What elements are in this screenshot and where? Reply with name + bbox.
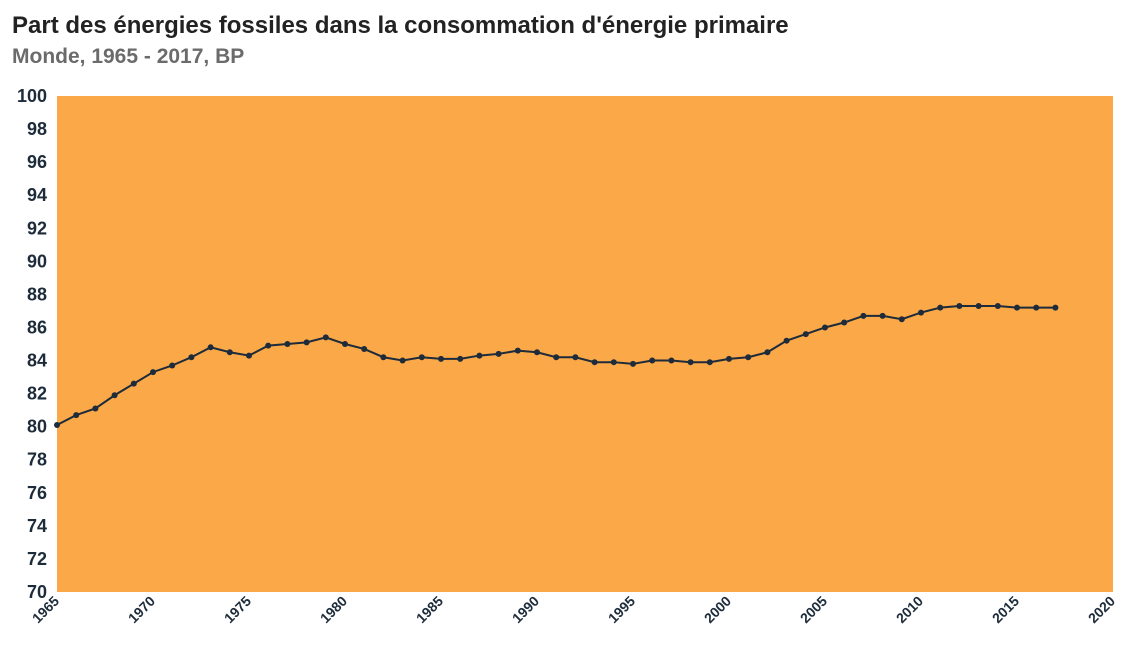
data-point — [284, 341, 291, 347]
data-point — [956, 302, 963, 309]
data-point — [54, 422, 60, 429]
y-tick-label: 96 — [27, 152, 47, 172]
data-point — [553, 354, 560, 361]
data-point — [802, 331, 809, 338]
data-point — [457, 355, 464, 362]
data-point — [706, 359, 713, 366]
data-point — [169, 362, 176, 369]
y-tick-label: 100 — [17, 86, 47, 106]
data-point — [937, 304, 944, 311]
data-point — [438, 355, 444, 362]
data-point — [764, 349, 771, 356]
data-point — [841, 319, 848, 326]
data-point — [73, 412, 80, 419]
y-tick-label: 80 — [27, 417, 47, 437]
y-tick-label: 78 — [27, 450, 47, 470]
data-point — [687, 359, 694, 366]
y-axis: 70 72 74 76 78 80 82 84 86 88 90 92 94 96 98 100 — [17, 86, 47, 602]
data-point — [610, 359, 617, 366]
data-point — [130, 380, 137, 387]
data-point — [476, 352, 483, 359]
x-tick-label: 2010 — [893, 593, 926, 626]
data-point — [226, 349, 233, 356]
data-point — [188, 354, 195, 361]
x-tick-label: 1990 — [509, 593, 542, 626]
y-tick-label: 98 — [27, 119, 47, 139]
data-point — [898, 316, 905, 323]
data-point — [207, 344, 214, 351]
y-tick-label: 94 — [27, 185, 47, 205]
data-points — [54, 302, 1059, 429]
y-tick-label: 72 — [27, 549, 47, 569]
y-tick-label: 86 — [27, 317, 47, 337]
data-point — [303, 339, 310, 346]
data-point — [246, 352, 252, 359]
x-axis: 1965 1970 1975 1980 1985 1990 1995 2000 2005 2010… — [29, 593, 1118, 626]
plot-area — [57, 96, 1113, 592]
x-tick-label: 2000 — [701, 593, 734, 626]
data-point — [918, 309, 924, 316]
chart-title: Part des énergies fossiles dans la conso… — [12, 12, 789, 39]
data-point — [783, 337, 790, 344]
y-tick-label: 82 — [27, 384, 47, 404]
data-point — [150, 369, 156, 376]
data-point — [399, 357, 406, 364]
data-point — [514, 347, 521, 354]
data-point — [418, 354, 425, 361]
x-tick-label: 1995 — [605, 593, 638, 626]
data-point — [879, 312, 886, 319]
data-point — [591, 359, 598, 366]
y-tick-label: 76 — [27, 483, 47, 503]
data-point — [1033, 304, 1040, 311]
y-tick-label: 90 — [27, 251, 47, 271]
x-tick-label: 1975 — [221, 593, 254, 626]
data-point — [342, 341, 348, 347]
data-point — [111, 392, 118, 399]
data-point — [668, 357, 675, 364]
data-point — [572, 354, 579, 361]
chart-subtitle: Monde, 1965 - 2017, BP — [12, 45, 245, 68]
data-point — [534, 349, 540, 356]
data-point — [630, 360, 636, 367]
data-point — [860, 312, 867, 319]
x-tick-label: 2015 — [989, 593, 1022, 626]
y-tick-label: 74 — [27, 516, 47, 536]
data-point — [994, 302, 1001, 309]
y-tick-label: 88 — [27, 284, 47, 304]
x-tick-label: 1980 — [317, 593, 350, 626]
data-point — [745, 354, 752, 361]
x-tick-label: 1985 — [413, 593, 446, 626]
data-point — [726, 355, 732, 362]
data-point — [1052, 304, 1059, 311]
data-point — [380, 354, 387, 361]
x-tick-label: 2020 — [1085, 593, 1118, 626]
data-point — [975, 302, 982, 309]
data-point — [265, 342, 272, 349]
x-tick-label: 1970 — [125, 593, 158, 626]
data-point — [322, 334, 329, 341]
data-point — [822, 324, 828, 331]
y-tick-label: 92 — [27, 218, 47, 238]
data-point — [92, 405, 99, 412]
y-tick-label: 84 — [27, 351, 47, 371]
data-point — [649, 357, 656, 364]
y-tick-label: 70 — [27, 582, 47, 602]
data-point — [1014, 304, 1020, 311]
x-tick-label: 2005 — [797, 593, 830, 626]
data-point — [361, 345, 368, 352]
data-point — [495, 350, 502, 357]
